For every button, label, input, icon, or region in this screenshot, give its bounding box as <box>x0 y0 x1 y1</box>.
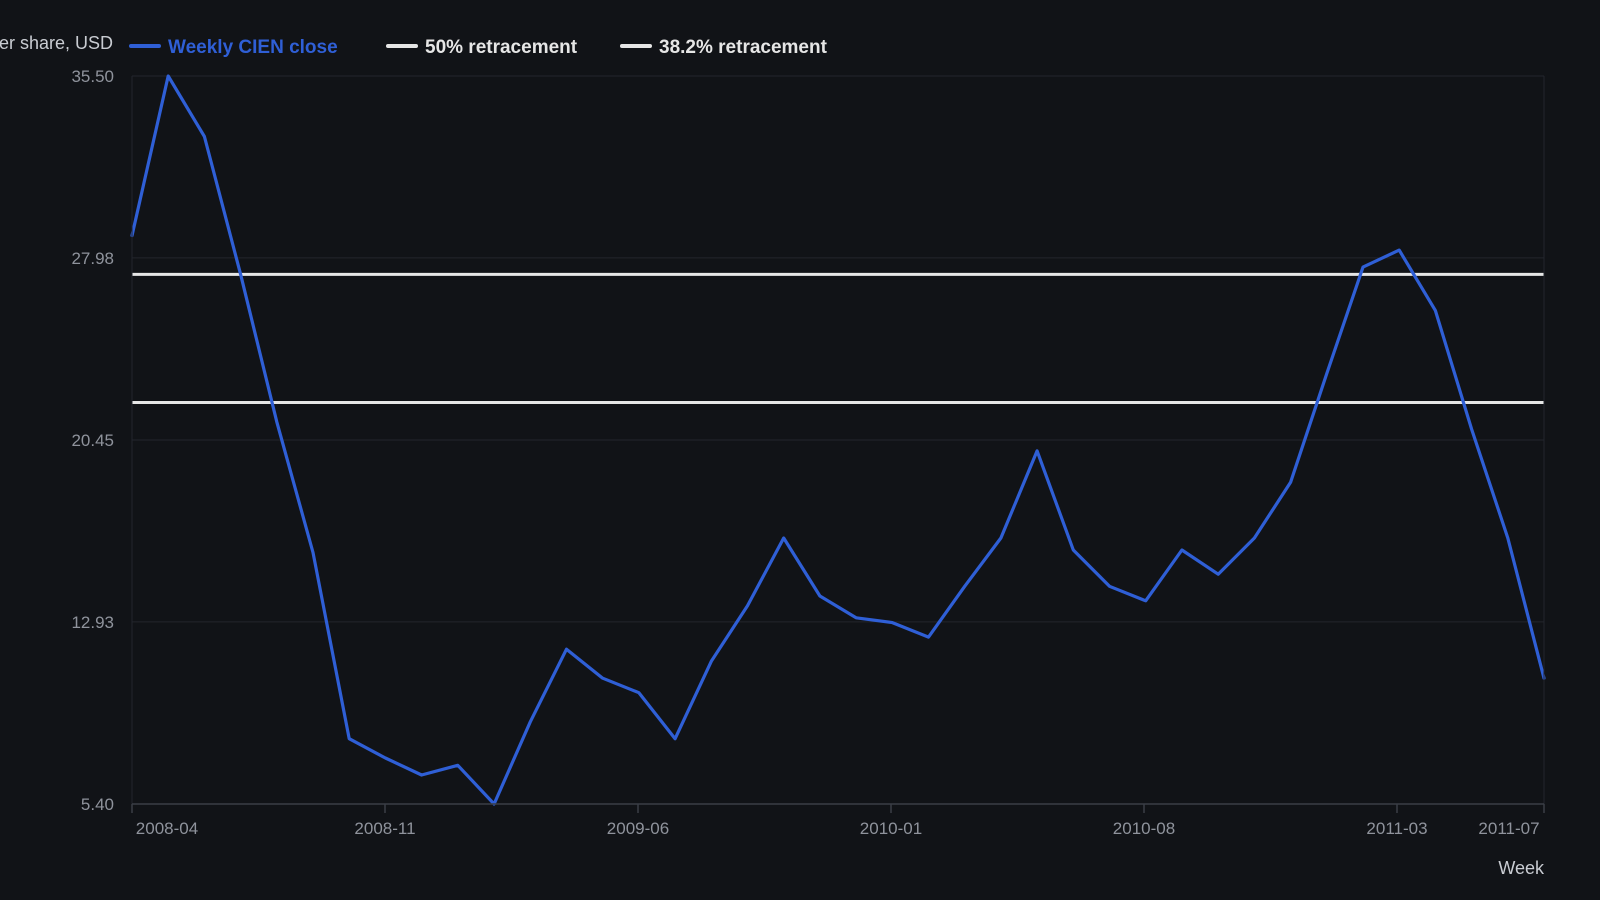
y-tick-label: 5.40 <box>81 795 114 814</box>
x-axis-ticks: 2008-04 2008-11 2009-06 2010-01 2010-08 2011-… <box>131 804 1545 838</box>
y-tick-label: 35.50 <box>71 67 114 86</box>
y-tick-label: 20.45 <box>71 431 114 450</box>
x-axis-title: Week <box>1498 858 1545 878</box>
y-tick-label: 12.93 <box>71 613 114 632</box>
x-tick-label: 2011-07 <box>1478 819 1539 838</box>
x-tick-label: 2008-11 <box>354 819 415 838</box>
legend-label: 50% retracement <box>425 37 578 58</box>
y-axis-ticks: 35.50 27.98 20.45 12.93 5.40 <box>71 67 114 814</box>
axes <box>131 76 1545 805</box>
x-tick-label: 2011-03 <box>1366 819 1427 838</box>
price-line <box>130 74 1546 806</box>
x-tick-label: 2010-08 <box>1113 819 1175 838</box>
x-tick-label: 2009-06 <box>607 819 669 838</box>
legend: Weekly CIEN close 50% retracement 38.2% re… <box>129 37 828 58</box>
retracement-lines <box>132 272 1544 405</box>
x-tick-label: 2010-01 <box>860 819 922 838</box>
legend-label: Weekly CIEN close <box>168 37 338 58</box>
x-tick-label: 2008-04 <box>136 819 198 838</box>
legend-label: 38.2% retracement <box>659 37 828 58</box>
y-tick-label: 27.98 <box>71 249 114 268</box>
y-axis-title: Price per share, USD <box>0 33 113 53</box>
